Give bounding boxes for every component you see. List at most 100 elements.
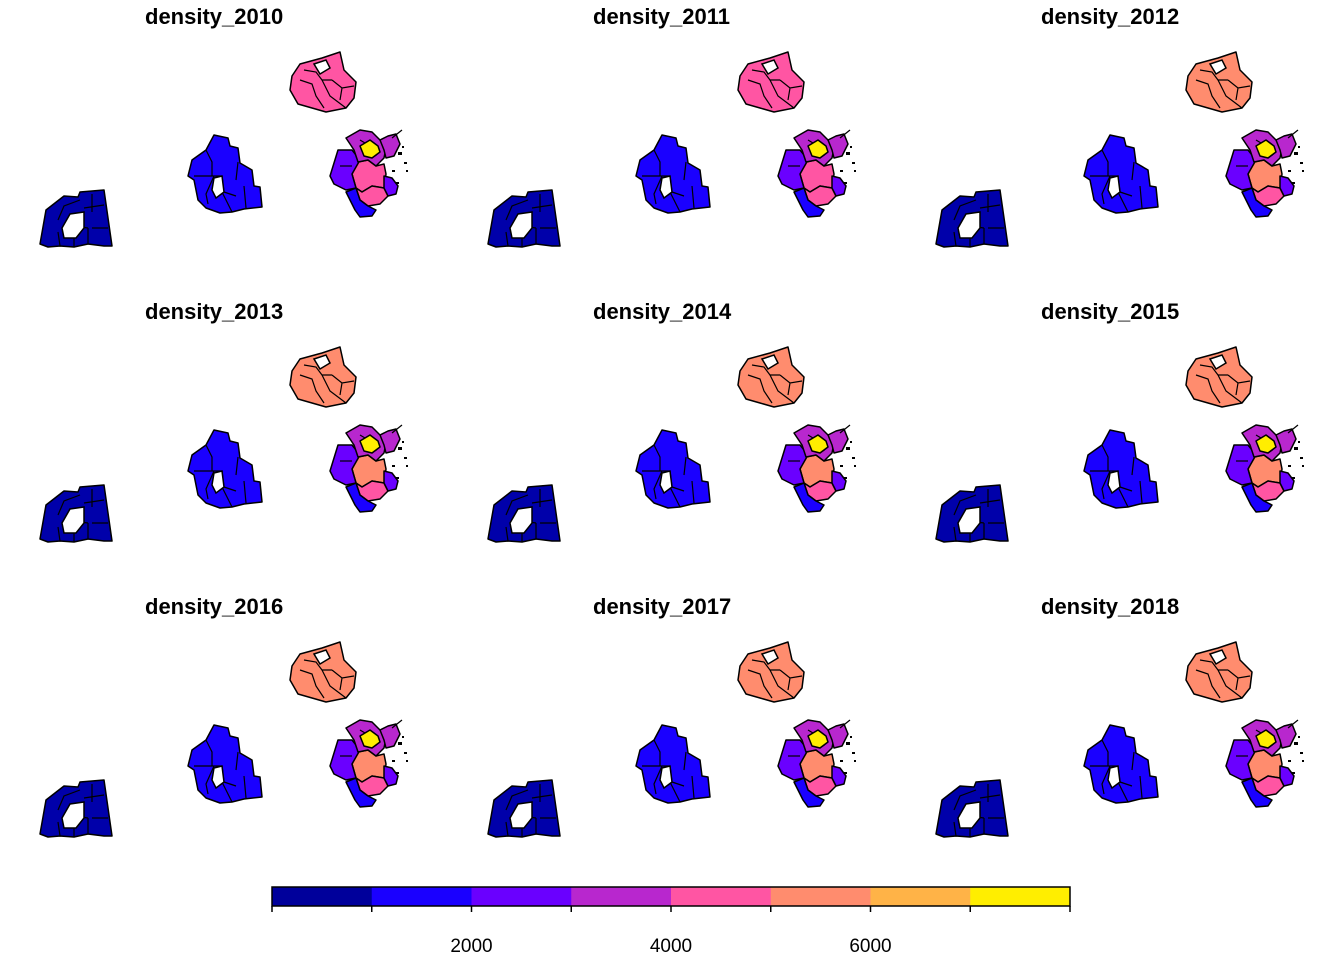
map-region [635, 724, 711, 804]
island-marker [852, 752, 855, 754]
map-region [1255, 729, 1277, 749]
island-marker [1294, 447, 1298, 450]
island-marker [396, 477, 399, 479]
map-region [793, 482, 825, 513]
map-hole [211, 765, 225, 790]
panel-title: density_2013 [145, 299, 283, 324]
island-marker [398, 447, 402, 450]
map-region [383, 175, 399, 197]
island-marker [844, 477, 847, 479]
map-region [793, 187, 825, 218]
region-border [1287, 424, 1299, 434]
map-region [1241, 187, 1273, 218]
map-hole [211, 470, 225, 495]
map-region [1083, 429, 1159, 509]
region-border [1195, 659, 1251, 699]
region-border [1287, 129, 1299, 139]
map-hole [1107, 470, 1121, 495]
map-region [1241, 777, 1273, 808]
map-hole [509, 506, 533, 534]
island-marker [1298, 736, 1300, 738]
island-marker [1292, 182, 1295, 184]
island-marker [1302, 760, 1304, 762]
map-hole [1208, 649, 1227, 666]
legend-swatch [272, 887, 373, 906]
island-marker [1300, 162, 1303, 164]
panel-title: density_2012 [1041, 4, 1179, 29]
map-panel: density_2016 [39, 594, 408, 838]
map-hole [659, 765, 673, 790]
map-region [793, 777, 825, 808]
island-marker [1298, 146, 1300, 148]
map-region [831, 765, 847, 787]
map-region [807, 139, 829, 159]
map-region [1279, 470, 1295, 492]
legend-swatch [371, 887, 472, 906]
map-hole [957, 801, 981, 829]
map-region [345, 187, 377, 218]
island-marker [850, 736, 852, 738]
map-panel: density_2014 [487, 299, 856, 543]
panel-title: density_2018 [1041, 594, 1179, 619]
island-marker [402, 146, 404, 148]
region-border [839, 129, 851, 139]
map-region [827, 133, 849, 159]
map-region [383, 470, 399, 492]
map-region [1275, 428, 1297, 454]
map-hole [1208, 59, 1227, 76]
island-marker [846, 152, 850, 155]
map-region [383, 765, 399, 787]
island-marker [404, 162, 407, 164]
region-border [299, 69, 355, 109]
map-region [807, 434, 829, 454]
region-border [391, 719, 403, 729]
panel-title: density_2017 [593, 594, 731, 619]
region-border [299, 659, 355, 699]
map-panels: density_2010 density_2011 density_2012dens… [39, 4, 1304, 838]
region-border [1195, 69, 1251, 109]
island-marker [852, 457, 855, 459]
map-region [1255, 139, 1277, 159]
island-marker [1292, 772, 1295, 774]
map-region [187, 429, 263, 509]
island-marker [1288, 465, 1291, 467]
map-hole [1208, 354, 1227, 371]
island-marker [844, 182, 847, 184]
map-region [379, 133, 401, 159]
island-marker [392, 760, 395, 762]
map-hole [1107, 765, 1121, 790]
map-hole [61, 506, 85, 534]
map-panel: density_2015 [935, 299, 1304, 543]
island-marker [406, 760, 408, 762]
panel-title: density_2010 [145, 4, 283, 29]
region-border [839, 424, 851, 434]
map-panel: density_2017 [487, 594, 856, 838]
island-marker [850, 441, 852, 443]
map-hole [61, 801, 85, 829]
map-region [359, 729, 381, 749]
map-region [1083, 134, 1159, 214]
island-marker [846, 447, 850, 450]
map-hole [509, 801, 533, 829]
island-marker [396, 772, 399, 774]
island-marker [404, 457, 407, 459]
legend-swatch [571, 887, 672, 906]
map-panel: density_2011 [487, 4, 856, 248]
map-hole [312, 59, 331, 76]
map-region [1275, 133, 1297, 159]
island-marker [406, 170, 408, 172]
island-marker [1300, 457, 1303, 459]
map-panel: density_2018 [935, 594, 1304, 838]
map-panel: density_2012 [935, 4, 1304, 248]
map-hole [312, 354, 331, 371]
island-marker [406, 465, 408, 467]
map-hole [211, 175, 225, 200]
region-border [1287, 719, 1299, 729]
map-region [379, 723, 401, 749]
legend-swatch [770, 887, 871, 906]
map-region [187, 134, 263, 214]
island-marker [840, 760, 843, 762]
map-region [379, 428, 401, 454]
map-region [1275, 723, 1297, 749]
